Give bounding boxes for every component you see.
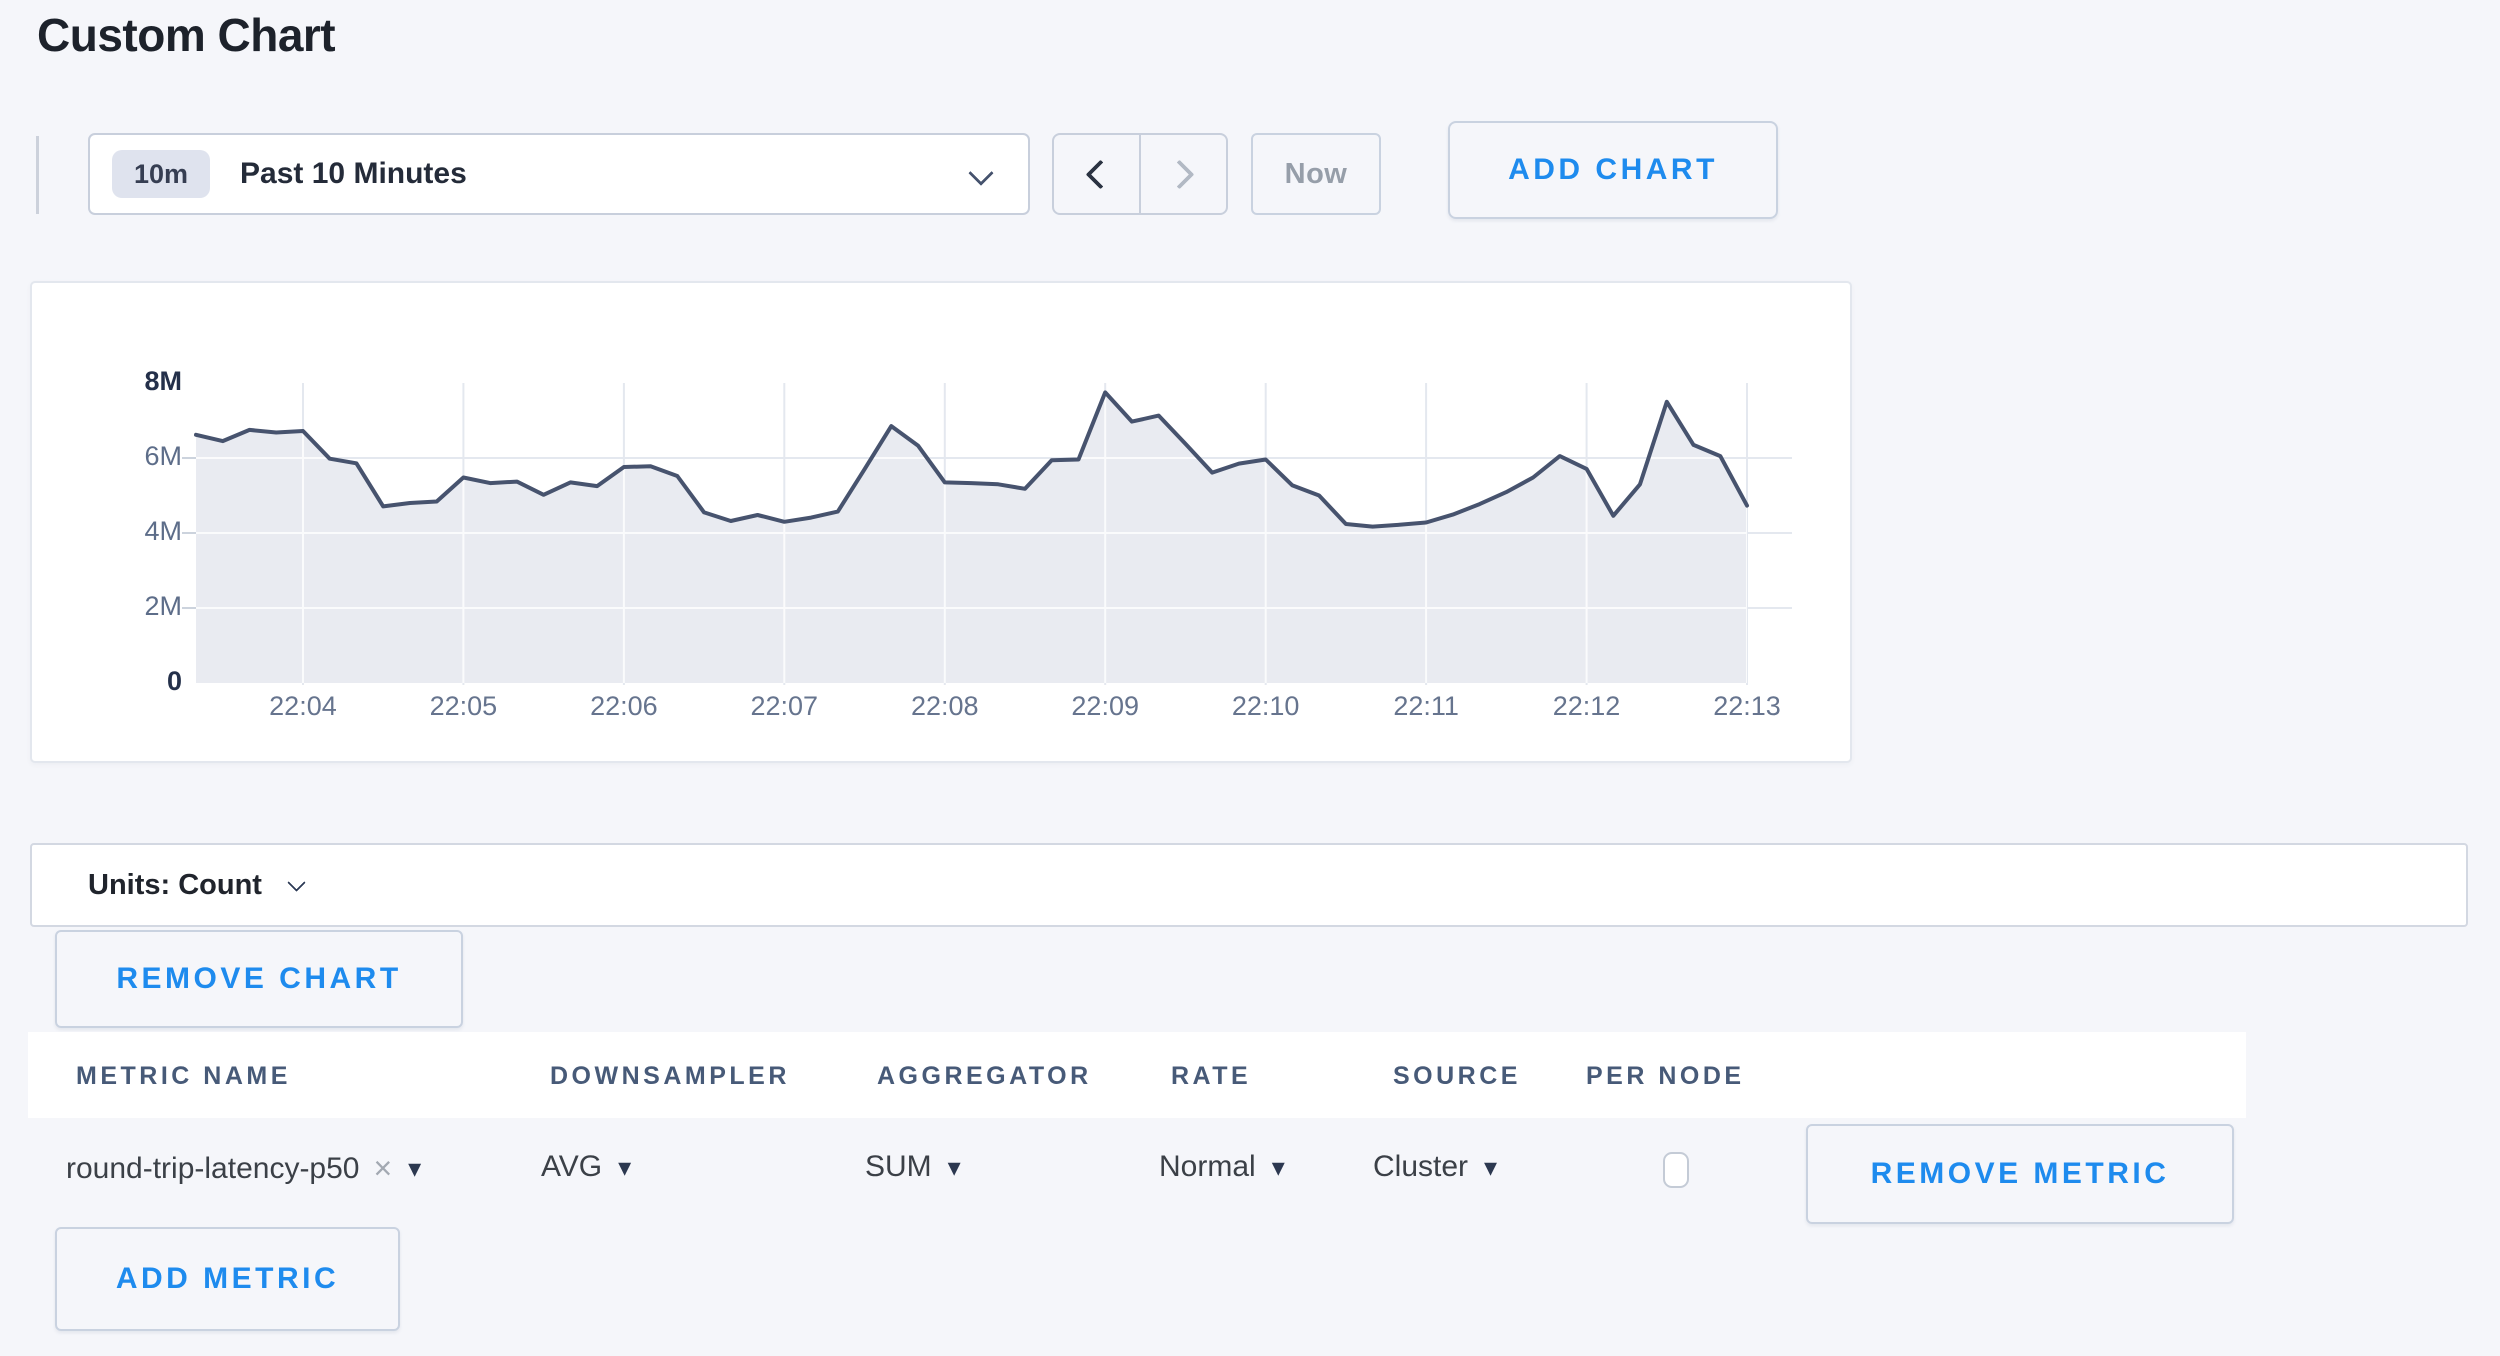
- units-dropdown[interactable]: Units: Count: [30, 843, 2468, 927]
- x-tick-label: 22:05: [429, 691, 498, 721]
- rate-dropdown[interactable]: Normal ▾: [1159, 1150, 1285, 1184]
- timescale-left-rule: [36, 136, 39, 214]
- timescale-label: Past 10 Minutes: [240, 157, 467, 190]
- metric-name-value: round-trip-latency-p50: [66, 1151, 360, 1185]
- source-dropdown[interactable]: Cluster ▾: [1373, 1150, 1497, 1184]
- x-tick-label: 22:12: [1552, 691, 1621, 721]
- chevron-left-icon: [1085, 159, 1116, 189]
- caret-down-icon: ▾: [1271, 1151, 1285, 1182]
- add-metric-button[interactable]: ADD METRIC: [55, 1227, 400, 1331]
- rate-value: Normal: [1159, 1150, 1256, 1183]
- x-tick-label: 22:06: [590, 691, 658, 721]
- close-icon[interactable]: ×: [373, 1150, 393, 1186]
- x-tick-label: 22:10: [1231, 691, 1300, 721]
- timescale-badge: 10m: [112, 150, 211, 198]
- column-rate: RATE: [1171, 1062, 1252, 1090]
- y-tick-label: 4M: [144, 516, 182, 546]
- x-tick-label: 22:13: [1713, 691, 1781, 721]
- time-next-button[interactable]: [1139, 135, 1226, 213]
- y-tick-label: 0: [166, 666, 182, 696]
- x-tick-label: 22:08: [910, 691, 979, 721]
- x-tick-label: 22:07: [750, 691, 819, 721]
- chevron-right-icon: [1164, 159, 1195, 189]
- caret-down-icon: ▾: [618, 1151, 632, 1182]
- downsampler-dropdown[interactable]: AVG ▾: [541, 1150, 631, 1184]
- caret-down-icon: ▾: [947, 1151, 961, 1182]
- aggregator-dropdown[interactable]: SUM ▾: [865, 1150, 961, 1184]
- column-source: SOURCE: [1393, 1062, 1521, 1090]
- now-button[interactable]: Now: [1251, 133, 1381, 215]
- remove-metric-button[interactable]: REMOVE METRIC: [1806, 1124, 2234, 1224]
- chevron-down-icon: [287, 872, 306, 892]
- y-tick-label: 8M: [144, 366, 182, 396]
- x-tick-label: 22:09: [1071, 691, 1139, 721]
- column-downsampler: DOWNSAMPLER: [550, 1062, 790, 1090]
- source-value: Cluster: [1373, 1150, 1469, 1183]
- time-prev-button[interactable]: [1054, 135, 1139, 213]
- downsampler-value: AVG: [541, 1150, 603, 1183]
- column-metric-name: METRIC NAME: [76, 1062, 291, 1090]
- page-title: Custom Chart: [37, 9, 336, 61]
- timeseries-chart-card: 8M 6M 4M 2M 0 22:04 22:05 22:06 22:07 22:08 22:09…: [30, 281, 1852, 763]
- chevron-down-icon: [968, 160, 994, 186]
- y-tick-label: 2M: [144, 591, 182, 621]
- aggregator-value: SUM: [865, 1150, 932, 1183]
- timescale-dropdown[interactable]: 10m Past 10 Minutes: [88, 133, 1030, 215]
- column-aggregator: AGGREGATOR: [877, 1062, 1092, 1090]
- remove-chart-button[interactable]: REMOVE CHART: [55, 930, 463, 1028]
- x-tick-label: 22:11: [1393, 691, 1459, 721]
- timeseries-chart: [182, 383, 1792, 685]
- y-tick-label: 6M: [144, 441, 182, 471]
- metric-name-dropdown[interactable]: round-trip-latency-p50 × ▾: [66, 1150, 421, 1187]
- x-tick-label: 22:04: [269, 691, 337, 721]
- caret-down-icon: ▾: [408, 1153, 422, 1183]
- add-chart-button[interactable]: ADD CHART: [1448, 121, 1778, 219]
- column-per-node: PER NODE: [1586, 1062, 1745, 1090]
- per-node-checkbox[interactable]: [1663, 1152, 1689, 1188]
- units-label: Units: Count: [88, 868, 262, 901]
- time-nav-group: [1052, 133, 1228, 215]
- metrics-table-header: [28, 1032, 2246, 1118]
- caret-down-icon: ▾: [1484, 1151, 1498, 1182]
